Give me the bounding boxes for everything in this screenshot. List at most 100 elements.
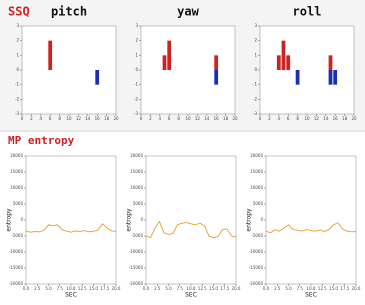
x-axis-label: SEC [305, 292, 317, 299]
y-tick-label: 2 [16, 38, 19, 43]
x-tick-label: 20 [351, 116, 357, 121]
y-axis-label: entropy [6, 208, 13, 232]
x-tick-label: 16 [95, 116, 101, 121]
bar [328, 55, 333, 70]
ssq-header: SSQ [8, 5, 30, 19]
x-tick-label: 15.0 [209, 286, 218, 291]
x-tick-label: 12.5 [318, 286, 327, 291]
y-tick-label: 1 [135, 52, 138, 57]
x-tick-label: 18 [223, 116, 229, 121]
y-tick-label: 10000 [10, 185, 23, 190]
x-axis-label: SEC [65, 292, 77, 299]
line [265, 222, 357, 234]
x-tick-label: 5.0 [165, 286, 172, 291]
bar [48, 40, 53, 70]
y-tick-label: -10000 [9, 249, 24, 254]
x-tick-label: 14 [323, 116, 329, 121]
x-tick-label: 10 [185, 116, 191, 121]
bar [95, 70, 100, 85]
bar [276, 55, 281, 70]
x-tick-label: 20.0 [232, 286, 241, 291]
x-tick-label: 12.5 [78, 286, 87, 291]
x-tick-label: 7.5 [297, 286, 304, 291]
bar [167, 40, 172, 70]
bar [281, 40, 286, 70]
x-tick-label: 10 [66, 116, 72, 121]
x-tick-label: 6 [168, 116, 171, 121]
y-tick-label: 5000 [253, 201, 264, 206]
y-tick-label: -15000 [129, 265, 144, 270]
plot-area [259, 25, 355, 115]
plot-area [145, 155, 237, 285]
x-tick-label: 8 [177, 116, 180, 121]
x-tick-label: 18 [342, 116, 348, 121]
y-tick-label: 10000 [130, 185, 143, 190]
bar [214, 55, 219, 70]
y-axis-label: entropy [126, 208, 133, 232]
y-tick-label: -1 [15, 82, 19, 87]
chart-title: pitch [51, 5, 87, 19]
y-axis-label: entropy [246, 208, 253, 232]
bar [328, 70, 333, 85]
x-tick-label: 15.0 [89, 286, 98, 291]
x-tick-label: 20 [232, 116, 238, 121]
x-tick-label: 5.0 [285, 286, 292, 291]
x-tick-label: 10.0 [307, 286, 316, 291]
y-tick-label: 0 [260, 217, 263, 222]
x-tick-label: 6 [49, 116, 52, 121]
y-tick-label: -10000 [249, 249, 264, 254]
chart-title: yaw [177, 5, 199, 19]
x-tick-label: 8 [58, 116, 61, 121]
x-tick-label: 8 [296, 116, 299, 121]
y-tick-label: 20000 [10, 153, 23, 158]
x-tick-label: 2.5 [274, 286, 281, 291]
x-tick-label: 0.0 [263, 286, 270, 291]
bar [286, 55, 291, 70]
x-tick-label: 7.5 [57, 286, 64, 291]
y-tick-label: -2 [253, 96, 257, 101]
y-tick-label: 2 [254, 38, 257, 43]
x-tick-label: 2 [268, 116, 271, 121]
x-tick-label: 18 [104, 116, 110, 121]
x-tick-label: 2.5 [154, 286, 161, 291]
y-tick-label: 1 [16, 52, 19, 57]
x-tick-label: 12 [314, 116, 320, 121]
plot-area [21, 25, 117, 115]
x-tick-label: 4 [159, 116, 162, 121]
x-tick-label: 10 [304, 116, 310, 121]
x-tick-label: 14 [85, 116, 91, 121]
bar [295, 70, 300, 85]
y-tick-label: 3 [254, 23, 257, 28]
x-tick-label: 4 [40, 116, 43, 121]
y-tick-label: 5000 [13, 201, 24, 206]
y-tick-label: -2 [15, 96, 19, 101]
line [25, 223, 117, 233]
mp-header: MP entropy [8, 134, 75, 147]
y-tick-label: -20000 [249, 281, 264, 286]
y-tick-label: 5000 [133, 201, 144, 206]
x-axis-label: SEC [185, 292, 197, 299]
bar [333, 70, 338, 85]
x-tick-label: 17.5 [340, 286, 349, 291]
x-tick-label: 2 [149, 116, 152, 121]
x-tick-label: 20.0 [352, 286, 361, 291]
chart-title: roll [293, 5, 322, 19]
y-tick-label: 0 [140, 217, 143, 222]
x-tick-label: 14 [204, 116, 210, 121]
x-tick-label: 2 [30, 116, 33, 121]
y-tick-label: -10000 [129, 249, 144, 254]
y-tick-label: -20000 [129, 281, 144, 286]
x-tick-label: 4 [278, 116, 281, 121]
y-tick-label: -5000 [11, 233, 23, 238]
x-tick-label: 7.5 [177, 286, 184, 291]
y-tick-label: -5000 [251, 233, 263, 238]
x-tick-label: 17.5 [220, 286, 229, 291]
y-tick-label: 2 [135, 38, 138, 43]
y-tick-label: -2 [134, 96, 138, 101]
y-tick-label: 0 [254, 67, 257, 72]
x-tick-label: 5.0 [45, 286, 52, 291]
x-tick-label: 20 [113, 116, 119, 121]
y-tick-label: -15000 [9, 265, 24, 270]
